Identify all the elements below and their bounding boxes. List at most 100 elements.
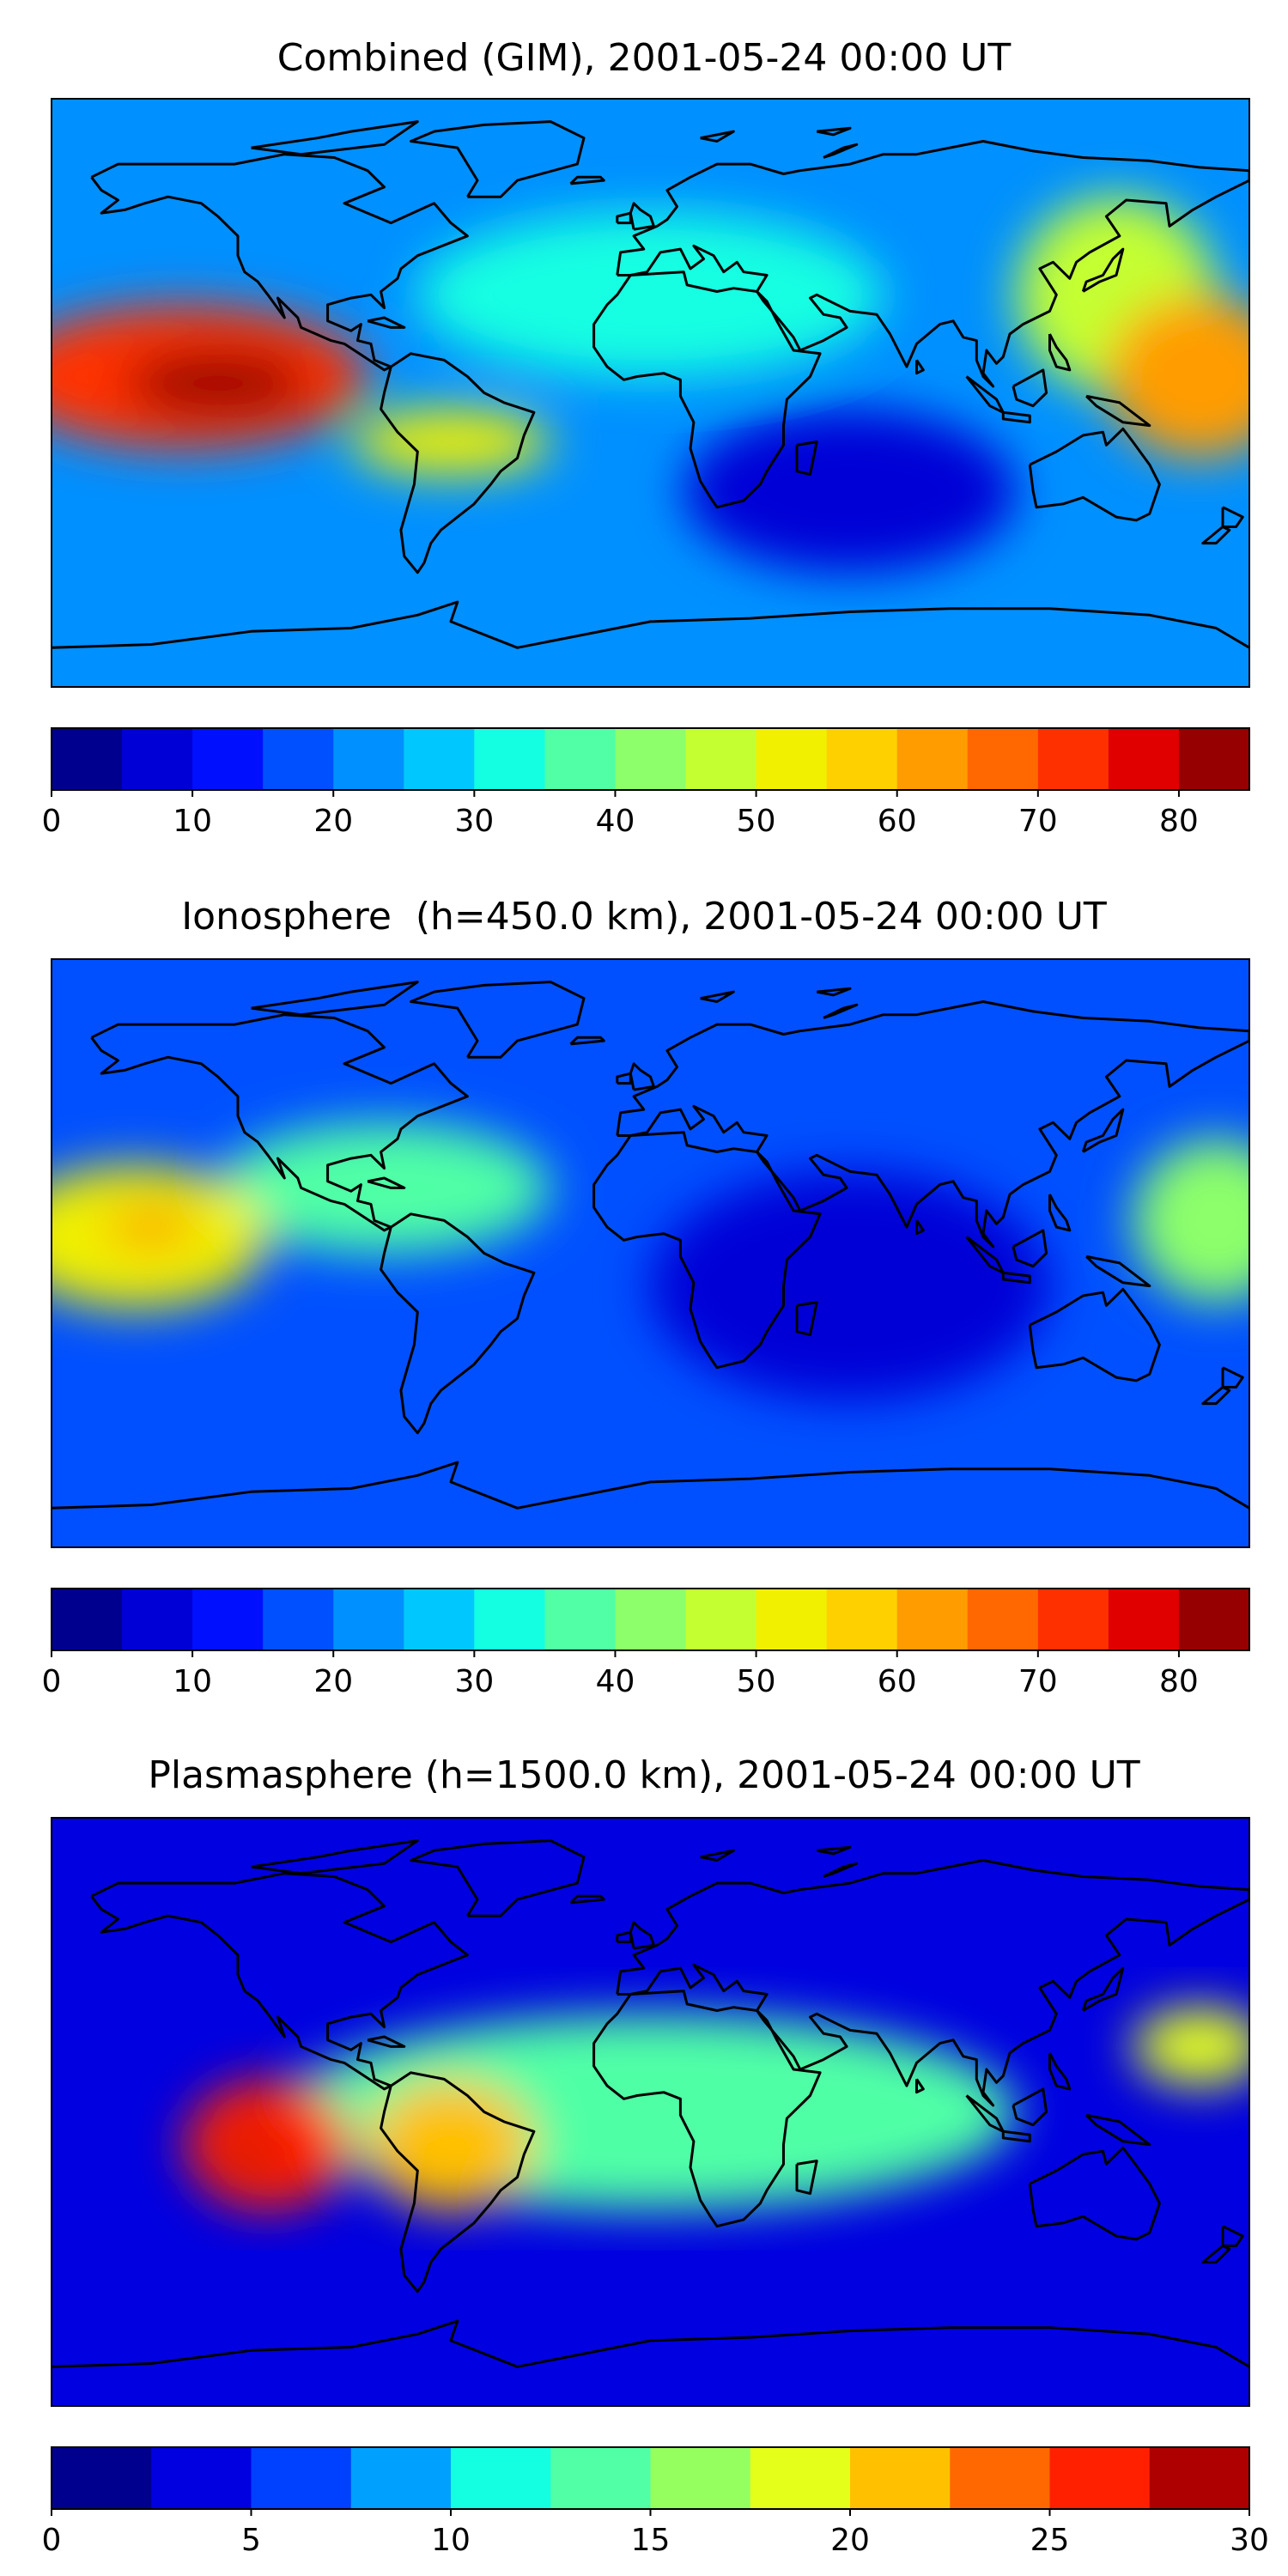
colorbar-tick-label: 30 [454,1664,494,1699]
colorbar-swatch [826,728,898,790]
colorbar-tick-label: 10 [173,1664,212,1699]
coastline-segment [367,2035,406,2048]
colorbar-swatch [333,1589,404,1650]
colorbar-swatch [122,1589,193,1650]
colorbar-tick-label: 60 [878,804,917,839]
coastline-segment [90,153,469,372]
colorbar-tick-label: 0 [42,2523,62,2558]
coastline-segment [251,1839,419,1875]
field-region [217,1122,551,1254]
coastline-segment [1221,2225,1244,2247]
colorbar-swatch [756,1589,828,1650]
coastline-segment [367,316,406,329]
colorbar-swatch [896,1589,969,1650]
coastline-segment [569,175,605,185]
colorbar-swatch [52,1589,123,1650]
coastline-segment [823,1003,859,1019]
map-panel-2 [51,958,1250,1548]
coastline-segment [616,1072,632,1085]
field-region [1133,1139,1249,1303]
coastline-segment [380,352,536,574]
field-region [683,409,1017,573]
colorbar-swatch [1037,1589,1109,1650]
coastline-segment [1001,1271,1031,1285]
colorbar-tick-label: 30 [1230,2523,1269,2558]
map-1-coastlines [52,120,1249,649]
coastline-segment [1048,2052,1072,2091]
map-1-field [52,197,1249,573]
colorbar-swatch [52,2447,152,2509]
panel-3-title: Plasmasphere (h=1500.0 km), 2001-05-24 0… [148,1753,1140,1797]
coastline-segment [795,2160,818,2196]
colorbar-swatch [685,728,757,790]
coastline-segment [90,1872,469,2091]
coastline-segment [1028,1287,1161,1382]
coastline-segment [915,359,925,375]
colorbar-swatch [404,1589,475,1650]
coastline-segment [700,1849,735,1862]
colorbar-tick-label: 30 [454,804,494,839]
coastline-segment [410,120,586,198]
colorbar-swatch [1049,2447,1151,2509]
colorbar-swatch [1178,728,1250,790]
map-3-coastlines [52,1839,1249,2368]
field-region [1133,2007,1249,2087]
colorbar-swatch [263,1589,334,1650]
colorbar-swatch [544,1589,617,1650]
colorbar-2: 0 10 20 30 40 50 60 70 80 [42,1588,1250,1699]
colorbar-swatch [1108,1589,1180,1650]
colorbar-tick-label: 60 [878,1664,917,1699]
colorbar-swatch [1178,1589,1250,1650]
colorbar-tick-label: 70 [1018,1664,1058,1699]
colorbar-swatch [1037,728,1109,790]
coastline-segment [700,990,735,1003]
coastline-segment [1012,368,1048,408]
colorbar-tick-label: 5 [241,2523,261,2558]
coastline-segment [1201,526,1231,545]
colorbar-tick-label: 10 [173,804,212,839]
colorbar-swatch [192,1589,264,1650]
coastline-segment [251,120,419,156]
coastline-segment [52,1461,1249,1510]
colorbar-swatch [544,728,617,790]
colorbar-tick-label: 50 [737,804,776,839]
coastline-segment [823,143,859,159]
coastline-segment [616,1930,632,1944]
coastline-segment [1221,1366,1244,1388]
field-region [105,1207,198,1247]
coastline-segment [90,1013,469,1232]
coastline-segment [1028,427,1161,522]
coastline-segment [52,600,1249,649]
coastline-segment [1221,506,1244,528]
colorbar-swatch [1149,2447,1250,2509]
map-1-frame [51,98,1250,688]
coastline-segment [1048,1194,1072,1232]
panel-1-title: Combined (GIM), 2001-05-24 00:00 UT [276,36,1012,80]
map-2-frame [51,958,1250,1548]
coastline-segment [616,211,632,225]
colorbar-swatch [967,1589,1039,1650]
field-region [417,213,884,377]
colorbar-tick-label: 10 [431,2523,471,2558]
colorbar-swatch [615,728,687,790]
colorbar-swatch [967,728,1039,790]
field-region [224,2135,278,2168]
colorbar-frame [51,1588,1250,1651]
coastline-segment [700,130,735,143]
colorbar-tick-label: 80 [1159,804,1199,839]
colorbar-swatch [192,728,264,790]
coastline-segment [380,2071,536,2293]
colorbar-swatch [474,1589,546,1650]
colorbar-swatch [1108,728,1180,790]
coastline-segment [410,981,586,1059]
colorbar-frame [51,727,1250,791]
colorbar-swatch [52,728,123,790]
coastline-segment [592,270,822,509]
colorbar-swatch [650,2447,751,2509]
field-region [350,409,551,475]
coastline-segment [251,981,419,1017]
coastline-segment [1001,2129,1031,2143]
colorbar-swatch [750,2447,851,2509]
colorbar-swatch [550,2447,652,2509]
